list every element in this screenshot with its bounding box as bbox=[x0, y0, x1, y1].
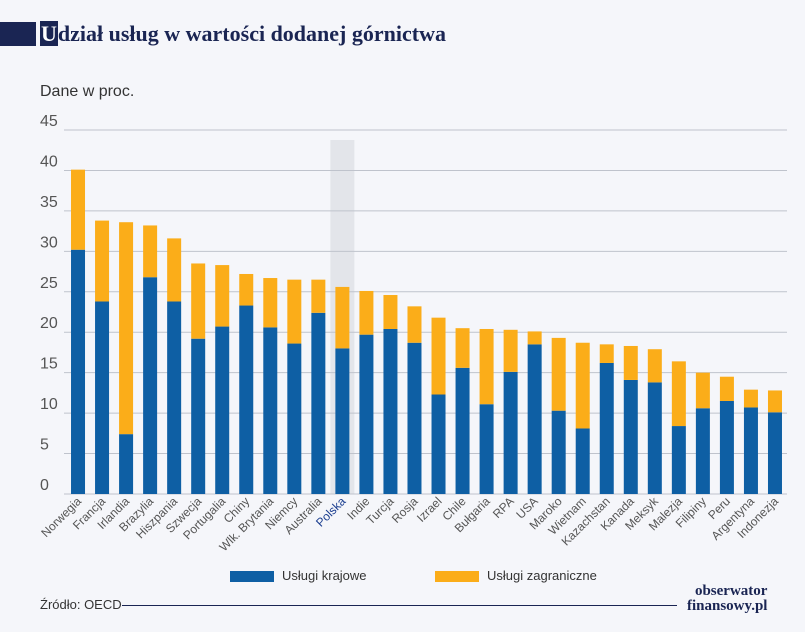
bar-foreign bbox=[383, 295, 398, 329]
publisher-logo: obserwator finansowy.pl bbox=[687, 584, 767, 614]
bar-domestic bbox=[95, 301, 110, 494]
bar-foreign bbox=[695, 372, 710, 409]
bar-foreign bbox=[671, 361, 686, 427]
bar-domestic bbox=[551, 410, 566, 494]
bar-domestic bbox=[647, 382, 662, 494]
bar-foreign bbox=[311, 279, 326, 313]
y-tick-label: 5 bbox=[40, 437, 49, 454]
bar-foreign bbox=[359, 290, 374, 335]
bar-domestic bbox=[503, 371, 518, 494]
legend-swatch-domestic bbox=[230, 571, 274, 583]
bar-domestic bbox=[527, 344, 542, 494]
bar-domestic bbox=[671, 426, 686, 494]
bar-domestic bbox=[407, 342, 422, 494]
bar-domestic bbox=[215, 326, 230, 494]
y-tick-label: 35 bbox=[40, 194, 58, 211]
bar-domestic bbox=[599, 362, 614, 494]
x-tick-label: Turcja bbox=[363, 494, 396, 527]
bar-domestic bbox=[239, 305, 254, 494]
bar-foreign bbox=[335, 286, 350, 349]
y-tick-label: 10 bbox=[40, 396, 58, 413]
bar-foreign bbox=[527, 331, 542, 345]
bar-foreign bbox=[551, 337, 566, 411]
x-tick-label: RPA bbox=[490, 494, 517, 521]
bar-foreign bbox=[455, 328, 470, 368]
bar-domestic bbox=[383, 328, 398, 494]
bar-foreign bbox=[95, 220, 110, 302]
bar-foreign bbox=[575, 342, 590, 429]
logo-line-1: obserwator bbox=[694, 583, 768, 599]
bar-domestic bbox=[431, 394, 446, 494]
y-tick-label: 0 bbox=[40, 477, 49, 494]
bar-domestic bbox=[119, 434, 134, 494]
bar-domestic bbox=[71, 249, 86, 494]
x-tick-label: Rosja bbox=[389, 494, 421, 526]
chart-title: Udział usług w wartości dodanej górnictw… bbox=[40, 18, 446, 50]
bar-foreign bbox=[167, 238, 182, 302]
legend-item-domestic: Usługi krajowe bbox=[230, 568, 367, 584]
x-tick-label: Izrael bbox=[414, 494, 445, 525]
bar-foreign bbox=[287, 279, 302, 344]
y-tick-label: 20 bbox=[40, 315, 58, 332]
bar-domestic bbox=[719, 400, 734, 494]
bar-foreign bbox=[71, 169, 86, 250]
bar-domestic bbox=[359, 334, 374, 494]
bar-foreign bbox=[599, 344, 614, 363]
bar-domestic bbox=[743, 407, 758, 494]
bar-foreign bbox=[479, 328, 494, 405]
source-note: Źródło: OECD bbox=[40, 597, 122, 612]
bar-domestic bbox=[767, 412, 782, 494]
bar-domestic bbox=[479, 404, 494, 494]
bar-foreign bbox=[263, 278, 278, 328]
bar-domestic bbox=[143, 277, 158, 494]
bar-domestic bbox=[623, 379, 638, 494]
bar-domestic bbox=[287, 343, 302, 494]
y-axis-unit-label: Dane w proc. bbox=[40, 83, 135, 100]
y-tick-label: 25 bbox=[40, 275, 58, 292]
bar-foreign bbox=[647, 349, 662, 383]
bar-foreign bbox=[407, 306, 422, 343]
y-tick-label: 15 bbox=[40, 356, 58, 373]
bar-foreign bbox=[239, 273, 254, 306]
bar-foreign bbox=[503, 329, 518, 372]
y-tick-label: 40 bbox=[40, 153, 58, 170]
bar-foreign bbox=[215, 265, 230, 327]
y-tick-label: 45 bbox=[40, 113, 58, 130]
bar-domestic bbox=[575, 428, 590, 494]
bar-domestic bbox=[191, 338, 206, 494]
bar-domestic bbox=[311, 312, 326, 494]
bar-domestic bbox=[695, 408, 710, 494]
legend-label-foreign: Usługi zagraniczne bbox=[487, 568, 597, 583]
bar-domestic bbox=[335, 348, 350, 494]
bar-foreign bbox=[191, 263, 206, 339]
bar-domestic bbox=[167, 301, 182, 494]
bar-foreign bbox=[431, 317, 446, 395]
bar-foreign bbox=[143, 225, 158, 278]
bar-foreign bbox=[743, 389, 758, 408]
title-accent-bar bbox=[0, 22, 36, 46]
bar-foreign bbox=[719, 376, 734, 401]
bar-foreign bbox=[623, 345, 638, 380]
bar-foreign bbox=[119, 222, 134, 435]
bar-domestic bbox=[263, 327, 278, 494]
legend-label-domestic: Usługi krajowe bbox=[282, 568, 367, 583]
legend-swatch-foreign bbox=[435, 571, 479, 583]
title-text: dział usług w wartości dodanej górnictwa bbox=[57, 21, 446, 46]
bar-domestic bbox=[455, 367, 470, 494]
legend-item-foreign: Usługi zagraniczne bbox=[435, 568, 597, 584]
y-tick-label: 30 bbox=[40, 234, 58, 251]
bar-foreign bbox=[767, 390, 782, 413]
title-first-letter: U bbox=[40, 21, 58, 46]
logo-line-2: finansowy.pl bbox=[687, 598, 768, 614]
footer-divider bbox=[122, 605, 677, 606]
